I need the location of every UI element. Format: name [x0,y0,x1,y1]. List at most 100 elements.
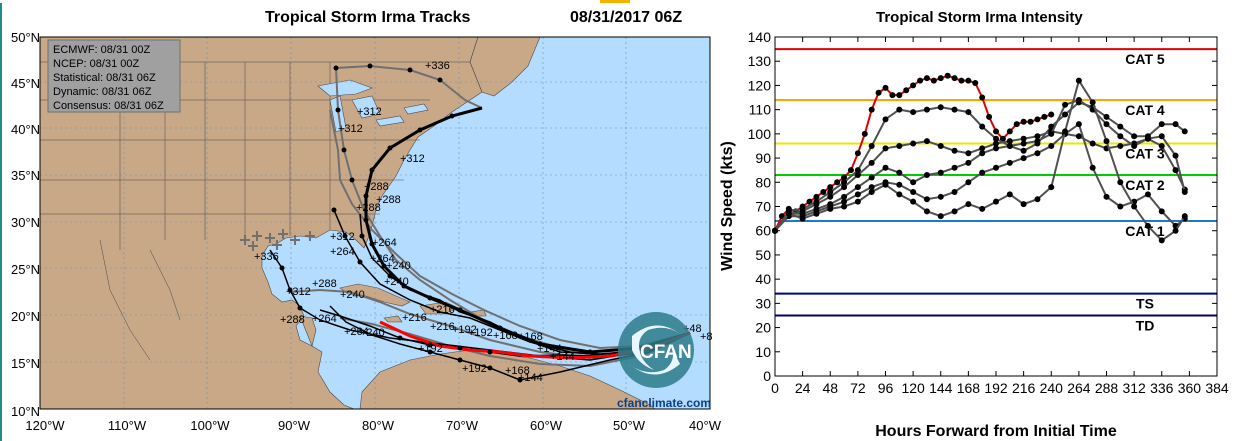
north-america-land [40,37,483,409]
intensity-point [930,77,937,84]
intensity-point [1172,227,1179,234]
intensity-chart-title: Tropical Storm Irma Intensity [876,9,1083,26]
x-tick-label: 96 [878,380,894,396]
intensity-point [937,142,944,149]
threshold-label: CAT 4 [1125,102,1165,118]
hour-label: +192 [452,324,477,336]
intensity-point [882,164,889,171]
hour-label: +288 [280,314,305,326]
intensity-point [937,104,944,111]
threshold-label: CAT 3 [1125,146,1165,162]
intensity-point [813,193,820,200]
intensity-point [923,172,930,179]
intensity-point [965,109,972,116]
intensity-point [979,123,986,130]
y-tick-label: 10 [755,344,771,360]
intensity-point [923,196,930,203]
lon-label: 40°W [689,418,722,433]
intensity-point [958,77,965,84]
intensity-point [993,164,999,171]
hour-label: +192 [468,327,493,339]
hour-label: +264 [372,237,397,249]
x-tick-label: 384 [1205,380,1229,396]
intensity-point [854,191,861,198]
intensity-point [813,210,820,217]
intensity-point [951,164,958,171]
intensity-point [868,159,875,166]
intensity-point [820,188,827,195]
intensity-point [944,72,951,79]
intensity-point [1062,101,1069,108]
intensity-point [1006,159,1013,166]
intensity-point [813,201,820,208]
hour-label: +264 [312,313,337,325]
category-threshold-lines: CAT 5 CAT 4 CAT 3 CAT 2 CAT 1 TS TD [775,48,1217,333]
y-tick-label: 20 [755,320,771,336]
intensity-point [1103,113,1110,120]
intensity-point [937,193,944,200]
y-tick-label: 100 [748,126,772,142]
intensity-point [1075,133,1082,140]
intensity-point [1158,237,1165,244]
lon-label: 100°W [190,418,230,433]
hour-label: +168 [493,330,518,342]
legend-entry: Statistical: 08/31 06Z [53,72,156,84]
x-tick-label: 336 [1150,380,1174,396]
intensity-point [1034,116,1041,123]
hour-label: +240 [340,289,365,301]
gray-position-cluster [240,229,315,251]
hour-label: +240 [360,327,385,339]
intensity-point [965,77,972,84]
lon-label: 70°W [446,418,479,433]
intensity-point [882,181,889,188]
nova-scotia-land [469,37,541,97]
x-tick-label: 312 [1122,380,1146,396]
map-legend: ECMWF: 08/31 00Z NCEP: 08/31 00Z Statist… [53,44,164,112]
hour-label: +312 [400,153,425,165]
legend-entry: NCEP: 08/31 00Z [53,58,139,70]
intensity-series-line [774,98,1186,232]
x-axis-label: Hours Forward from Initial Time [875,423,1117,440]
x-tick-label: 0 [771,380,779,396]
intensity-point [979,169,986,176]
map-frame [39,36,711,410]
intensity-point [923,208,930,215]
central-america-land [299,315,317,347]
intensity-point [1075,121,1082,128]
hour-label: +312 [338,123,363,135]
intensity-series-line [774,122,1186,232]
hour-label: +312 [286,286,311,298]
hour-label: +216 [430,321,455,333]
hour-label: +144 [537,343,562,355]
intensity-series-group [772,72,1188,244]
hour-label: +336 [425,60,450,72]
intensity-point [923,75,930,82]
x-tick-label: 264 [1067,380,1091,396]
hour-label: +288 [376,194,401,206]
intensity-point [868,184,875,191]
x-tick-label: 72 [850,380,866,396]
intensity-point [827,193,834,200]
x-tick-label: 216 [1012,380,1036,396]
intensity-point [1048,184,1055,191]
intensity-point [979,94,986,101]
intensity-point [1117,203,1124,210]
intensity-point [806,198,813,205]
intensity-point [917,77,924,84]
intensity-point [1172,152,1179,159]
hour-label: +288 [364,181,389,193]
x-tick-label: 48 [822,380,838,396]
intensity-point [827,205,834,212]
intensity-point [1103,193,1110,200]
intensity-point [1075,96,1082,103]
intensity-point [841,184,848,191]
intensity-point [972,80,979,87]
threshold-label: TD [1136,317,1155,333]
hour-label: +312 [330,231,355,243]
intensity-point [1131,142,1138,149]
page-left-edge [0,0,2,441]
x-tick-label: 24 [795,380,811,396]
y-tick-label: 50 [755,247,771,263]
intensity-point [951,188,958,195]
intensity-point [896,106,903,113]
